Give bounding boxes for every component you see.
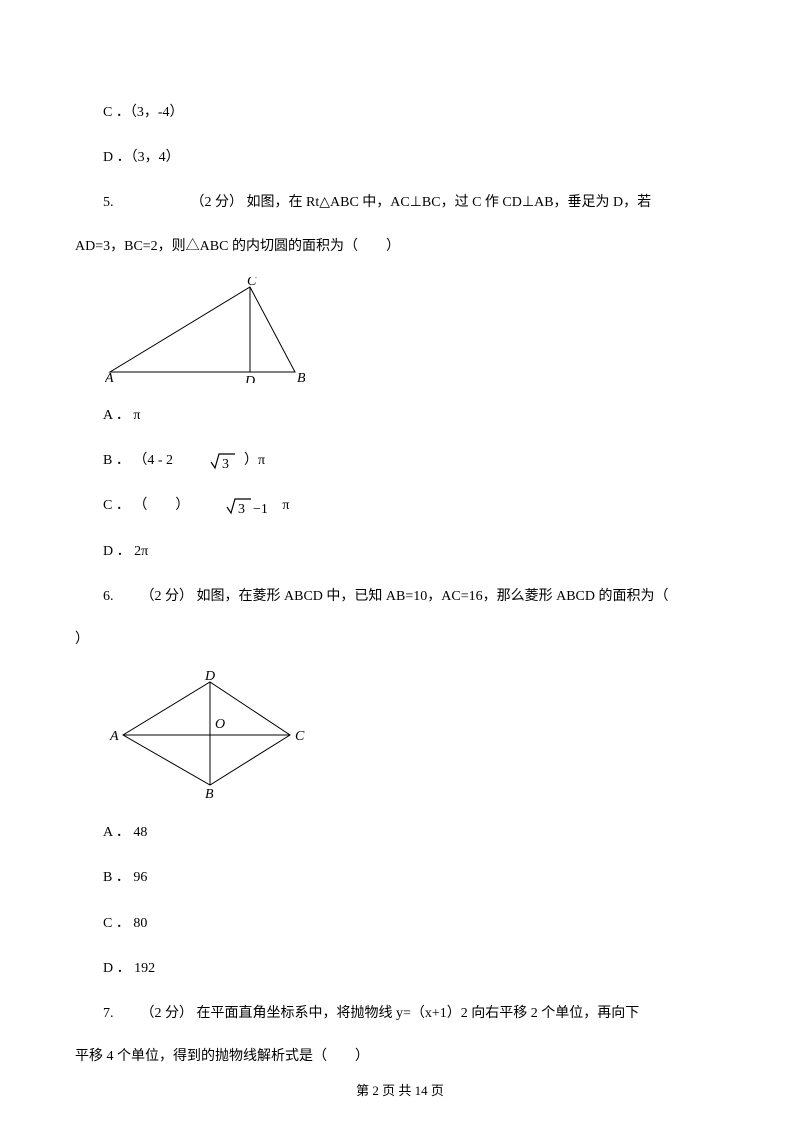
q4-option-d: D ．（3，4）	[75, 145, 725, 170]
q5-number: 5.	[103, 195, 114, 210]
q6-option-a: A ． 48	[75, 820, 725, 845]
svg-text:A: A	[109, 729, 119, 744]
q6-figure: A B C D O	[105, 670, 725, 800]
q5-optc-prefix: C ． （ ）	[103, 498, 189, 513]
svg-text:3: 3	[238, 502, 245, 517]
svg-text:C: C	[295, 729, 305, 744]
q5-option-b: B ． （4 - 2 3 ）π	[75, 448, 725, 473]
sqrt3-minus-1-icon: 3 −1	[197, 494, 275, 519]
q7-text-cont: 平移 4 个单位，得到的抛物线解析式是（ ）	[75, 1044, 725, 1069]
q7-text: 7. （2 分） 在平面直角坐标系中，将抛物线 y=（x+1）2 向右平移 2 …	[75, 1001, 725, 1026]
svg-text:C: C	[247, 277, 257, 289]
q5-optb-prefix: B ． （4 - 2	[103, 453, 173, 468]
svg-text:A: A	[105, 371, 114, 383]
q6-option-b: B ． 96	[75, 865, 725, 890]
q5-option-c: C ． （ ） 3 −1 π	[75, 493, 725, 518]
q5-optc-suffix: π	[282, 498, 289, 513]
sqrt3-icon: 3	[181, 448, 237, 473]
q6-text: 6. （2 分） 如图，在菱形 ABCD 中，已知 AB=10，AC=16，那么…	[75, 584, 725, 609]
svg-text:B: B	[205, 787, 214, 800]
q6-text-cont: ）	[75, 627, 725, 652]
q6-option-d: D ． 192	[75, 956, 725, 981]
svg-text:B: B	[297, 371, 305, 383]
svg-text:O: O	[215, 717, 225, 732]
q5-option-d: D ． 2π	[75, 539, 725, 564]
svg-text:D: D	[204, 670, 215, 684]
rhombus-diagram: A B C D O	[105, 670, 305, 800]
q6-number: 6.	[103, 589, 114, 604]
svg-text:3: 3	[222, 457, 229, 472]
q5-text: 5. （2 分） 如图，在 Rt△ABC 中，AC⊥BC，过 C 作 CD⊥AB…	[75, 190, 725, 215]
q7-points: （2 分）	[141, 1006, 194, 1021]
svg-text:D: D	[244, 374, 255, 383]
triangle-diagram: A B C D	[105, 277, 305, 383]
q4-option-c: C ．（3，-4）	[75, 100, 725, 125]
page-footer: 第 2 页 共 14 页	[0, 1079, 800, 1102]
svg-text:−1: −1	[253, 502, 268, 517]
q6-points: （2 分）	[141, 589, 194, 604]
q6-option-c: C ． 80	[75, 911, 725, 936]
q6-text1: 如图，在菱形 ABCD 中，已知 AB=10，AC=16，那么菱形 ABCD 的…	[197, 589, 669, 604]
q5-points: （2 分）	[191, 195, 244, 210]
q5-optb-suffix: ）π	[244, 453, 265, 468]
q5-text1: 如图，在 Rt△ABC 中，AC⊥BC，过 C 作 CD⊥AB，垂足为 D，若	[247, 195, 652, 210]
q7-number: 7.	[103, 1006, 114, 1021]
q7-text1: 在平面直角坐标系中，将抛物线 y=（x+1）2 向右平移 2 个单位，再向下	[197, 1006, 640, 1021]
q5-text-cont: AD=3，BC=2，则△ABC 的内切圆的面积为（ ）	[75, 234, 725, 259]
q5-option-a: A ． π	[75, 403, 725, 428]
q5-figure: A B C D	[105, 277, 725, 383]
